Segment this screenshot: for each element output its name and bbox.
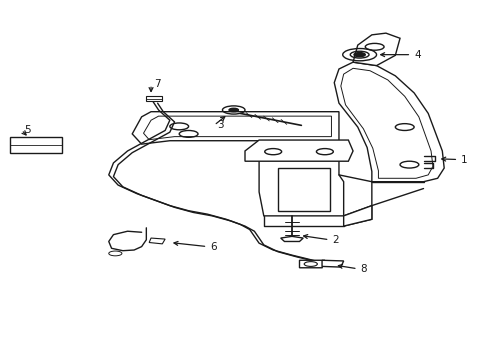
Polygon shape bbox=[322, 260, 343, 267]
Polygon shape bbox=[281, 237, 303, 242]
Text: 8: 8 bbox=[361, 264, 367, 274]
Circle shape bbox=[354, 53, 365, 57]
Polygon shape bbox=[149, 238, 165, 244]
Polygon shape bbox=[299, 260, 325, 268]
Polygon shape bbox=[343, 206, 372, 226]
Polygon shape bbox=[10, 137, 62, 153]
Polygon shape bbox=[132, 112, 339, 144]
Polygon shape bbox=[245, 140, 353, 161]
Text: 2: 2 bbox=[332, 235, 339, 245]
Circle shape bbox=[229, 108, 239, 112]
Text: 7: 7 bbox=[154, 79, 161, 89]
Text: 5: 5 bbox=[24, 125, 31, 135]
Text: 3: 3 bbox=[217, 120, 223, 130]
Polygon shape bbox=[334, 62, 444, 182]
Text: 1: 1 bbox=[461, 154, 468, 165]
Text: 6: 6 bbox=[210, 242, 217, 252]
Text: 4: 4 bbox=[414, 50, 421, 60]
Polygon shape bbox=[147, 96, 162, 102]
Polygon shape bbox=[353, 33, 400, 66]
Polygon shape bbox=[259, 141, 343, 216]
